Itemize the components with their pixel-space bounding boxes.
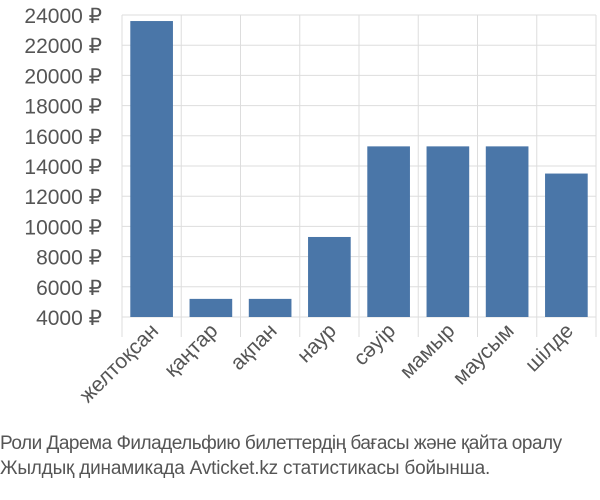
bar-4: [308, 236, 351, 317]
y-tick-label: 16000 ₽: [24, 126, 102, 149]
y-tick-label: 24000 ₽: [24, 5, 102, 28]
chart-caption-line-2: Жылдық динамикада Avticket.kz статистика…: [0, 458, 491, 479]
bar-3: [248, 298, 292, 317]
y-tick-label: 8000 ₽: [36, 247, 102, 270]
bar-1: [130, 21, 173, 317]
bar-7: [485, 146, 529, 317]
y-tick-label: 12000 ₽: [24, 186, 102, 209]
chart-caption-line-1: Роли Дарема Филадельфию билеттердің баға…: [0, 433, 562, 454]
x-tick-label: ақпан: [226, 319, 282, 375]
x-tick-label: шілде: [521, 319, 578, 376]
x-tick-label: маусым: [449, 319, 519, 389]
y-tick-label: 18000 ₽: [24, 96, 102, 119]
bar-8: [545, 173, 588, 317]
x-tick-label: желтоқсан: [75, 319, 163, 407]
y-tick-label: 4000 ₽: [36, 307, 102, 330]
bar-2: [189, 298, 233, 317]
x-tick-label: сәуір: [349, 319, 400, 370]
y-tick-label: 10000 ₽: [24, 216, 102, 239]
y-tick-label: 6000 ₽: [36, 277, 102, 300]
bar-5: [367, 146, 410, 317]
bar-chart: 4000 ₽ 6000 ₽ 8000 ₽ 10000 ₽ 12000 ₽ 14000 ₽ 1…: [24, 5, 597, 407]
y-tick-label: 20000 ₽: [24, 65, 102, 88]
y-tick-label: 22000 ₽: [24, 35, 102, 58]
y-tick-label: 14000 ₽: [24, 156, 102, 179]
bar-6: [426, 146, 470, 317]
x-tick-label: қаңтар: [160, 319, 222, 381]
